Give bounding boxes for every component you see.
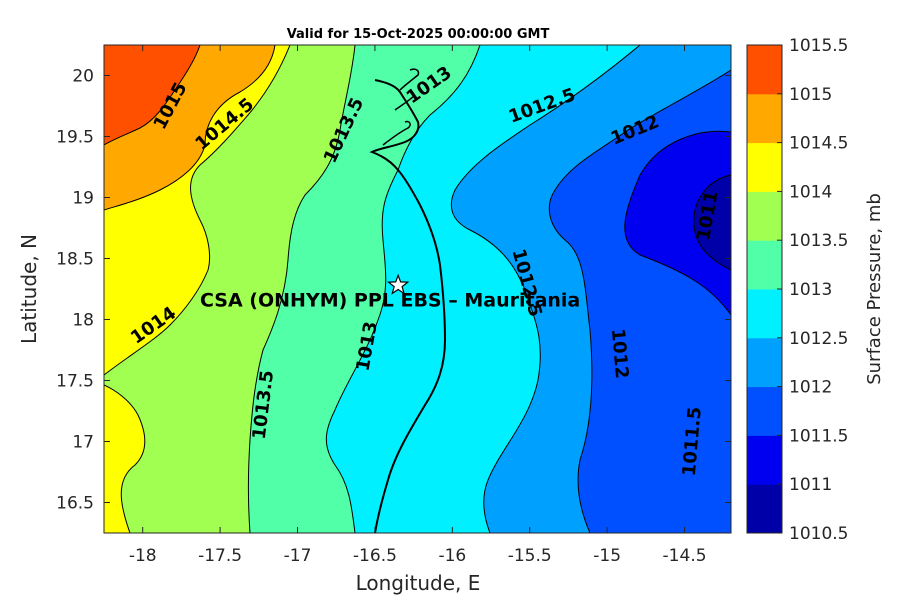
colorbar: 1010.5 1011 1011.5 1012 1012.5 1013 1013.5 1014… — [746, 36, 848, 544]
y-tick-label: 18 — [72, 311, 94, 331]
contour-line-1011 — [693, 174, 731, 271]
colorbar-tick-label: 1015 — [789, 85, 832, 105]
coastline-islands — [382, 68, 420, 146]
colorbar-swatch — [747, 142, 782, 192]
x-axis-ticks: -18 -17.5 -17 -16.5 -16 -15.5 -15 -14.5 — [129, 45, 707, 566]
colorbar-swatch — [747, 191, 782, 241]
contour-label: 1012 — [607, 328, 632, 380]
colorbar-swatch — [747, 484, 782, 534]
colorbar-tick-label: 1010.5 — [789, 524, 848, 544]
colorbar-tick-label: 1013.5 — [789, 231, 848, 251]
x-tick-label: -18 — [129, 546, 157, 566]
y-tick-label: 20 — [72, 67, 94, 87]
x-tick-label: -14.5 — [663, 546, 707, 566]
x-tick-label: -16.5 — [353, 546, 397, 566]
colorbar-tick-label: 1014.5 — [789, 134, 848, 154]
contour-line-1013-5 — [248, 45, 356, 533]
colorbar-swatch — [747, 435, 782, 485]
contour-lines — [104, 45, 731, 533]
contour-line-1014-5 — [104, 45, 276, 211]
y-tick-label: 17 — [72, 433, 94, 453]
colorbar-tick-label: 1013 — [789, 280, 832, 300]
colorbar-tick-label: 1012 — [789, 378, 832, 398]
x-tick-label: -17 — [284, 546, 312, 566]
x-tick-label: -15.5 — [508, 546, 552, 566]
y-tick-label: 16.5 — [56, 494, 94, 514]
y-tick-label: 17.5 — [56, 372, 94, 392]
contour-line-1014 — [104, 45, 291, 376]
y-tick-label: 19 — [72, 189, 94, 209]
y-axis-ticks: 16.5 17 17.5 18 18.5 19 19.5 20 — [56, 67, 731, 514]
contour-line-1014-south — [104, 384, 146, 533]
band-1015 — [104, 45, 200, 145]
colorbar-swatch — [747, 45, 782, 95]
station-star-icon — [386, 273, 410, 295]
contour-line-1012 — [548, 69, 731, 533]
y-tick-label: 19.5 — [56, 128, 94, 148]
colorbar-label: Surface Pressure, mb — [864, 193, 885, 385]
x-tick-label: -15 — [593, 546, 621, 566]
colorbar-swatch — [747, 337, 782, 388]
x-tick-label: -17.5 — [198, 546, 242, 566]
chart-title: Valid for 15-Oct-2025 00:00:00 GMT — [287, 27, 550, 42]
colorbar-tick-label: 1014 — [789, 182, 832, 202]
contour-line-1013 — [325, 45, 481, 533]
colorbar-swatch — [747, 93, 782, 144]
colorbar-tick-label: 1012.5 — [789, 329, 848, 349]
colorbar-swatch — [747, 240, 782, 290]
colorbar-tick-label: 1015.5 — [789, 36, 848, 56]
station-label: CSA (ONHYM) PPL EBS – Mauritania — [200, 289, 580, 311]
x-axis-label: Longitude, E — [356, 571, 481, 595]
colorbar-swatch — [747, 289, 782, 339]
colorbar-tick-label: 1011.5 — [789, 426, 848, 446]
coastline-main — [369, 79, 447, 533]
contour-line-1011-5 — [624, 130, 731, 316]
y-axis-label: Latitude, N — [17, 234, 41, 344]
coastline — [369, 68, 447, 533]
contour-line-1015 — [104, 45, 201, 146]
contour-line-1012-5 — [450, 45, 641, 533]
band-1011-core — [693, 175, 731, 270]
colorbar-swatch — [747, 386, 782, 436]
y-tick-label: 18.5 — [56, 250, 94, 270]
colorbar-tick-label: 1011 — [789, 475, 832, 495]
x-tick-label: -16 — [438, 546, 466, 566]
plot-frame — [103, 44, 732, 534]
